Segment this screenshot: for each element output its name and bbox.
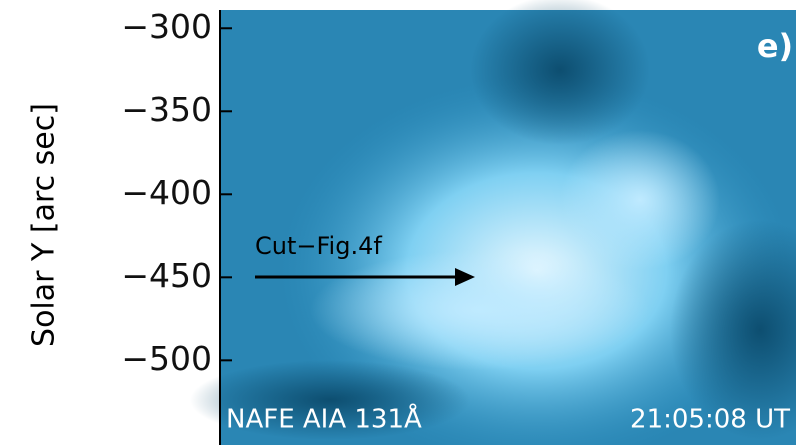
y-tick-label: −350 <box>121 90 212 129</box>
annotation: Cut−Fig.4f <box>255 232 382 260</box>
figure: Solar Y [arc sec] e) Cut−Fig.4f NAFE AIA… <box>0 0 796 445</box>
y-tick-label: −300 <box>121 7 212 46</box>
panel-label: e) <box>757 27 793 65</box>
y-axis-label: Solar Y [arc sec] <box>27 103 62 347</box>
solar-image <box>190 0 796 445</box>
time-label: 21:05:08 UT <box>630 405 790 435</box>
y-tick-label: −500 <box>121 339 212 378</box>
y-tick-label: −450 <box>121 256 212 295</box>
y-tick-label: −400 <box>121 173 212 212</box>
instrument-label: NAFE AIA 131Å <box>226 403 422 435</box>
